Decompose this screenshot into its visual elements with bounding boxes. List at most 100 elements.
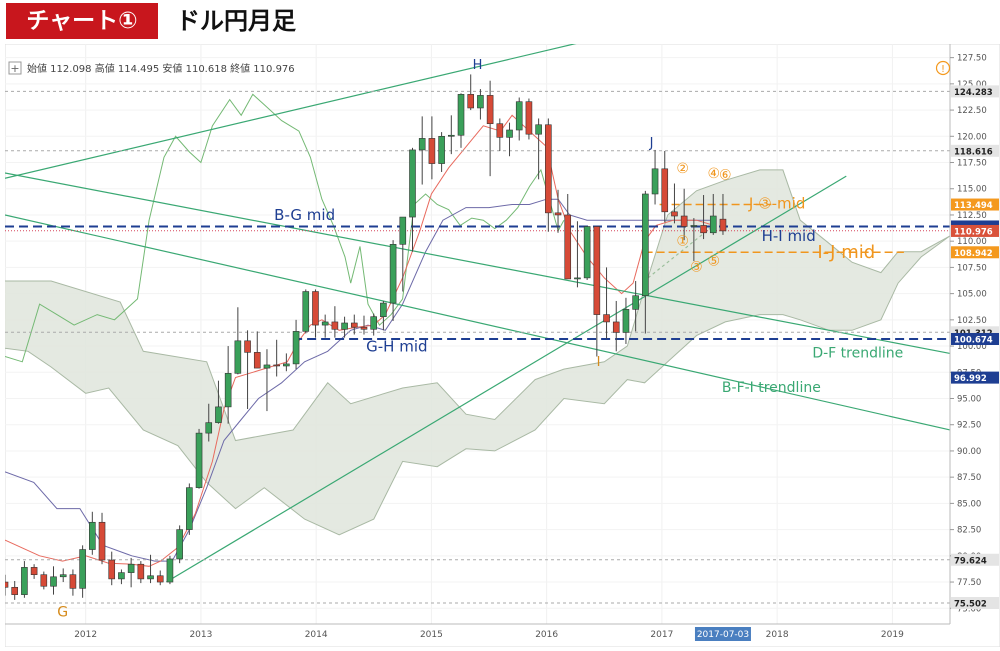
candle[interactable] xyxy=(176,525,183,564)
candle[interactable] xyxy=(89,511,96,555)
candle[interactable] xyxy=(370,313,377,336)
price-axis[interactable]: 75.0077.5080.0082.5085.0087.5090.0092.50… xyxy=(949,44,999,624)
candle[interactable] xyxy=(535,118,542,180)
price-tick-label: 105.00 xyxy=(957,290,987,300)
candle[interactable] xyxy=(40,571,48,590)
candle[interactable] xyxy=(137,561,145,584)
candle-body xyxy=(21,567,28,595)
candle[interactable] xyxy=(59,568,67,583)
candle[interactable] xyxy=(166,555,174,585)
lagging-span-line xyxy=(4,93,565,363)
candle-body xyxy=(506,129,513,138)
candle[interactable] xyxy=(389,240,397,321)
candle[interactable] xyxy=(186,483,193,535)
candle[interactable] xyxy=(331,306,339,338)
alert-icon[interactable] xyxy=(935,60,951,76)
candle[interactable] xyxy=(680,188,688,241)
candle[interactable] xyxy=(448,115,455,155)
candle[interactable] xyxy=(515,97,523,141)
candle-body xyxy=(515,101,523,131)
candle[interactable] xyxy=(467,74,475,111)
expand-icon[interactable] xyxy=(8,61,22,75)
candle-body xyxy=(79,549,86,589)
candle[interactable] xyxy=(651,149,659,205)
candle[interactable] xyxy=(79,545,86,598)
candle[interactable] xyxy=(108,551,116,586)
alert-icon-mark: ! xyxy=(941,64,945,75)
candle-body xyxy=(50,576,57,587)
candle[interactable] xyxy=(360,315,368,335)
plus-icon[interactable]: + xyxy=(10,62,19,75)
candle[interactable] xyxy=(215,380,222,424)
candle[interactable] xyxy=(525,98,533,140)
candle[interactable] xyxy=(224,346,232,424)
candle[interactable] xyxy=(671,183,678,224)
candle[interactable] xyxy=(418,116,426,185)
candlestick-chart[interactable]: H J I G B-G mid H-I mid G-H mid J-③-mid I-J mid D… xyxy=(1,30,1000,648)
candle-body xyxy=(448,134,455,137)
candle[interactable] xyxy=(302,289,310,334)
candle[interactable] xyxy=(409,147,416,252)
candle[interactable] xyxy=(583,226,591,280)
candle[interactable] xyxy=(438,132,445,172)
candle[interactable] xyxy=(506,122,513,157)
price-label-bg xyxy=(951,597,999,610)
candle[interactable] xyxy=(69,569,77,596)
candle[interactable] xyxy=(486,80,494,177)
candle[interactable] xyxy=(612,300,620,352)
candle[interactable] xyxy=(719,193,727,235)
candle[interactable] xyxy=(205,403,213,442)
candle-body xyxy=(283,363,290,367)
candle[interactable] xyxy=(496,118,504,151)
candle[interactable] xyxy=(156,570,164,586)
cloud-area xyxy=(5,169,950,535)
price-tick-label: 117.50 xyxy=(957,159,987,169)
candle[interactable] xyxy=(273,339,280,377)
candle[interactable] xyxy=(21,561,28,598)
candle[interactable] xyxy=(253,331,261,369)
candle[interactable] xyxy=(312,289,319,338)
candle[interactable] xyxy=(380,300,387,331)
candle[interactable] xyxy=(127,557,135,588)
candle[interactable] xyxy=(118,569,125,585)
candle[interactable] xyxy=(457,93,465,148)
candle[interactable] xyxy=(147,554,154,584)
candle[interactable] xyxy=(554,189,562,233)
candle[interactable] xyxy=(283,353,290,372)
candles[interactable] xyxy=(1,74,727,600)
candle[interactable] xyxy=(98,512,106,565)
candle[interactable] xyxy=(574,221,581,288)
time-axis[interactable]: 2012 2013 2014 2015 2016 2017 2018 2019 2017-07-… xyxy=(5,623,950,641)
candle[interactable] xyxy=(350,314,358,335)
candle[interactable] xyxy=(50,566,57,595)
candle[interactable] xyxy=(642,190,649,334)
candle[interactable] xyxy=(292,319,300,370)
annotation-label: H xyxy=(473,58,483,73)
page-title: ドル円月足 xyxy=(176,7,296,35)
candle[interactable] xyxy=(321,314,329,338)
candle[interactable] xyxy=(30,564,38,579)
candle[interactable] xyxy=(564,193,572,280)
candle[interactable] xyxy=(244,330,251,409)
candle[interactable] xyxy=(603,267,610,339)
candle[interactable] xyxy=(11,580,19,600)
candle[interactable] xyxy=(234,307,242,375)
candle[interactable] xyxy=(195,428,203,489)
candle[interactable] xyxy=(428,116,436,180)
candle[interactable] xyxy=(593,226,601,357)
candle[interactable] xyxy=(399,216,407,292)
candle[interactable] xyxy=(263,349,271,412)
candle[interactable] xyxy=(632,281,639,332)
candle[interactable] xyxy=(700,195,707,240)
candle[interactable] xyxy=(690,218,698,262)
candle[interactable] xyxy=(661,150,669,223)
candle[interactable] xyxy=(709,193,717,235)
chart-area[interactable]: H J I G B-G mid H-I mid G-H mid J-③-mid I-J mid D… xyxy=(1,30,1000,648)
price-tick-label: 122.50 xyxy=(957,106,987,116)
annotation-label: I xyxy=(597,355,601,370)
candle[interactable] xyxy=(477,89,484,120)
candle[interactable] xyxy=(341,316,348,338)
candle[interactable] xyxy=(545,118,552,232)
annotations: H J I G B-G mid H-I mid G-H mid J-③-mid I-J mid D… xyxy=(57,58,903,620)
candle[interactable] xyxy=(622,297,630,344)
